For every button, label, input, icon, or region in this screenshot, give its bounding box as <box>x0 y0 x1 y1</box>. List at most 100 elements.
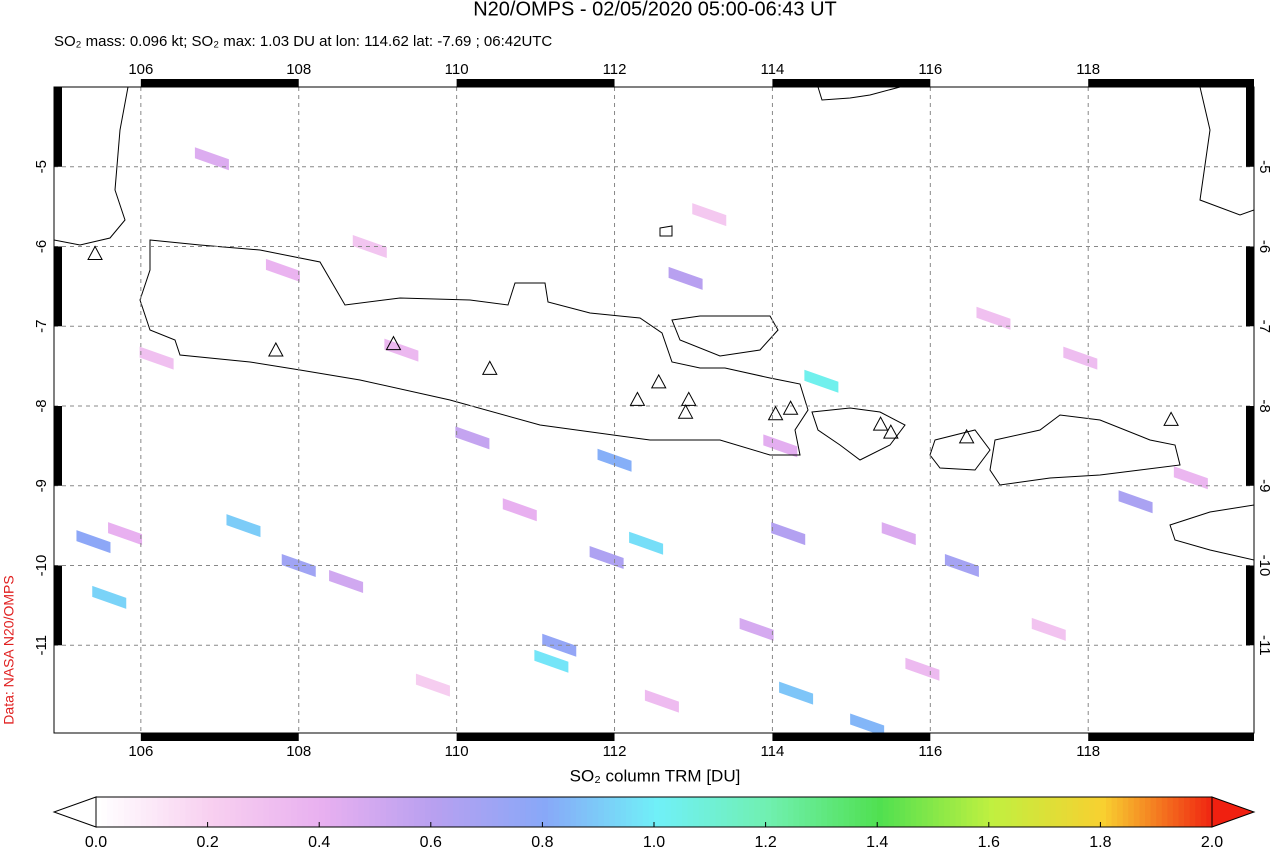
colorbar-step <box>1016 797 1023 827</box>
x-tick-label: 116 <box>918 743 942 760</box>
x-tick-label: 116 <box>918 61 942 78</box>
frame-bar <box>1246 406 1254 486</box>
colorbar-step <box>503 797 510 827</box>
colorbar-step <box>1122 797 1129 827</box>
colorbar-step <box>1167 797 1174 827</box>
y-tick-label: -9 <box>1256 479 1272 492</box>
colorbar-step <box>313 797 320 827</box>
y-tick-label: -9 <box>33 479 50 492</box>
colorbar-step <box>542 797 549 827</box>
colorbar-step <box>1178 797 1185 827</box>
colorbar-step <box>1083 797 1090 827</box>
colorbar-step <box>380 797 387 827</box>
colorbar-step <box>910 797 917 827</box>
colorbar-step <box>693 797 700 827</box>
volcano <box>883 424 899 439</box>
volcano <box>958 428 975 444</box>
so2-pixel <box>534 649 569 673</box>
colorbar-step <box>497 797 504 827</box>
colorbar-step <box>508 797 516 827</box>
colorbar-step <box>587 797 594 827</box>
colorbar-step <box>826 797 834 827</box>
colorbar-step <box>425 797 432 827</box>
colorbar-step <box>849 797 856 827</box>
colorbar-step <box>151 797 158 827</box>
colorbar-step <box>547 797 555 827</box>
colorbar-step <box>659 797 666 827</box>
colorbar-step <box>977 797 984 827</box>
volcano <box>677 404 694 419</box>
colorbar-step <box>135 797 142 827</box>
frame-bar <box>1246 87 1254 167</box>
so2-pixel <box>597 448 632 472</box>
so2-pixel <box>1063 346 1098 370</box>
so2-pixel <box>905 657 940 681</box>
colorbar-step <box>972 797 979 827</box>
colorbar-step <box>330 797 337 827</box>
colorbar-step <box>1128 797 1135 827</box>
x-tick-label: 108 <box>286 743 311 760</box>
so2-pixel <box>1118 490 1153 514</box>
colorbar-step <box>235 797 242 827</box>
colorbar-step <box>715 797 722 827</box>
colorbar-step <box>771 797 778 827</box>
colorbar-step <box>743 797 750 827</box>
colorbar-step <box>213 797 220 827</box>
colorbar-tick-label: 1.6 <box>978 834 1000 851</box>
colorbar-step <box>112 797 119 827</box>
colorbar-step <box>1011 797 1018 827</box>
so2-pixel <box>194 147 229 171</box>
so2-pixel <box>589 546 624 570</box>
so2-pixel <box>92 585 127 609</box>
colorbar-step <box>1145 797 1152 827</box>
colorbar-step <box>960 797 968 827</box>
colorbar-step <box>570 797 577 827</box>
colorbar-step <box>564 797 571 827</box>
colorbar-step <box>252 797 259 827</box>
y-tick-label: -10 <box>33 555 50 577</box>
so2-pixel <box>226 514 261 538</box>
colorbar-step <box>458 797 465 827</box>
coast-kalimantan <box>817 87 901 101</box>
colorbar-step <box>375 797 382 827</box>
colorbar-step <box>866 797 873 827</box>
colorbar-step <box>419 797 426 827</box>
so2-pixel <box>265 258 300 282</box>
colorbar-step <box>748 797 756 827</box>
colorbar: 0.0 0.2 0.4 0.6 0.8 1.0 1.2 1.4 1.6 1.8 2.0 <box>52 796 1256 851</box>
colorbar-step <box>838 797 845 827</box>
colorbar-step <box>268 797 276 827</box>
colorbar-step <box>1156 797 1163 827</box>
colorbar-step <box>101 797 108 827</box>
y-tick-label: -7 <box>33 320 50 333</box>
colorbar-step <box>408 797 415 827</box>
y-tick-label: -11 <box>33 635 50 656</box>
colorbar-step <box>347 797 354 827</box>
frame-bar <box>140 79 299 87</box>
colorbar-step <box>687 797 694 827</box>
colorbar-step <box>1200 797 1208 827</box>
coast-java <box>139 239 809 456</box>
so2-pixel <box>502 498 537 522</box>
colorbar-step <box>296 797 304 827</box>
colorbar-step <box>358 797 365 827</box>
colorbar-step <box>999 797 1007 827</box>
colorbar-step <box>146 797 153 827</box>
volcano <box>87 245 103 260</box>
so2-pixel <box>881 522 916 546</box>
colorbar-step <box>196 797 203 827</box>
so2-pixel <box>1173 466 1208 490</box>
colorbar-step <box>815 797 822 827</box>
x-tick-label: 118 <box>1076 61 1100 78</box>
colorbar-step <box>631 797 638 827</box>
volcano <box>268 341 284 357</box>
colorbar-step <box>988 797 995 827</box>
colorbar-step <box>765 797 772 827</box>
colorbar-step <box>341 797 348 827</box>
grid <box>54 87 1254 733</box>
colorbar-step <box>1150 797 1157 827</box>
x-tick-label: 118 <box>1076 743 1100 760</box>
colorbar-step <box>592 797 599 827</box>
colorbar-step <box>280 797 287 827</box>
colorbar-step <box>453 797 460 827</box>
